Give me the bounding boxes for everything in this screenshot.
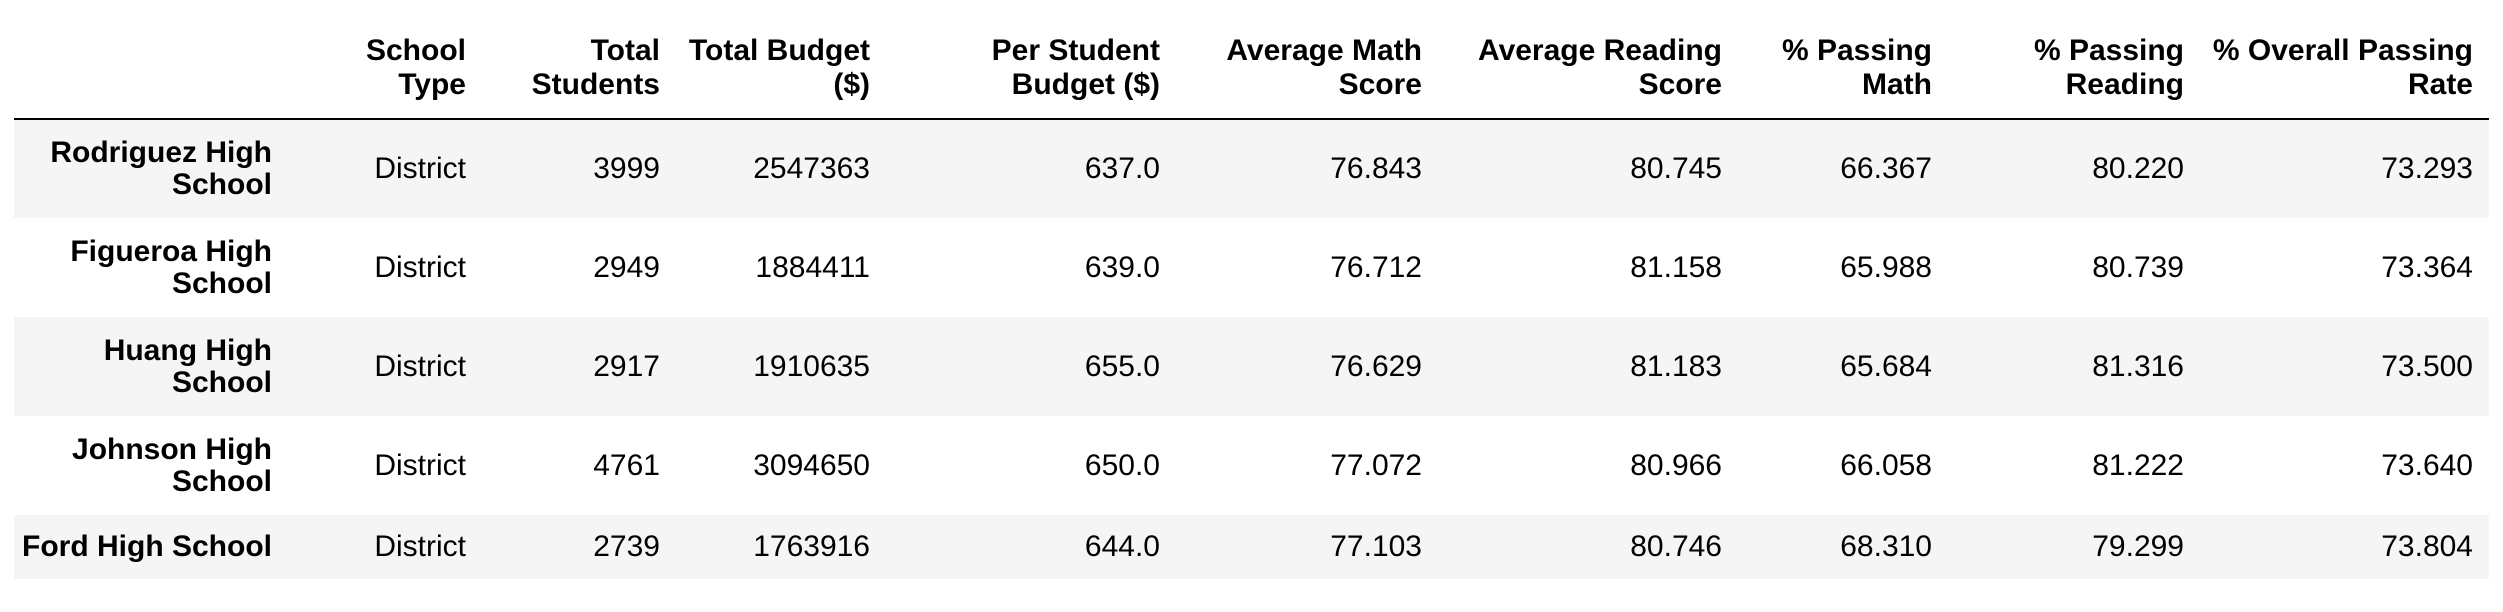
- cell-passing-math: 68.310: [1840, 530, 1932, 563]
- cell-total-students: 4761: [593, 448, 660, 482]
- table-body: Rodriguez High School District 3999 2547…: [14, 119, 2489, 579]
- cell-per-student-budget: 650.0: [1084, 448, 1160, 482]
- cell-passing-reading: 81.222: [2092, 448, 2184, 482]
- dataframe-table: School Type Total Students Total Budget …: [14, 20, 2489, 579]
- row-label-school: Johnson High School: [72, 432, 272, 498]
- cell-overall-passing-rate: 73.804: [2381, 530, 2473, 563]
- cell-total-students: 2739: [593, 530, 660, 563]
- cell-per-student-budget: 644.0: [1084, 530, 1160, 563]
- cell-average-reading-score: 81.158: [1630, 250, 1722, 284]
- cell-passing-math: 65.988: [1840, 250, 1932, 284]
- cell-per-student-budget: 639.0: [1084, 250, 1160, 284]
- cell-passing-reading: 80.739: [2092, 250, 2184, 284]
- cell-average-reading-score: 81.183: [1630, 349, 1722, 383]
- column-header-passing-reading: % Passing Reading: [1948, 20, 2200, 120]
- cell-school-type: District: [374, 250, 466, 284]
- row-label-school: Huang High School: [103, 333, 272, 399]
- cell-total-students: 2917: [593, 349, 660, 383]
- cell-school-type: District: [374, 530, 466, 563]
- cell-passing-reading: 81.316: [2092, 349, 2184, 383]
- cell-average-math-score: 77.103: [1330, 530, 1422, 563]
- cell-average-math-score: 76.843: [1330, 152, 1422, 185]
- header-row: School Type Total Students Total Budget …: [14, 20, 2489, 120]
- cell-school-type: District: [374, 152, 466, 185]
- column-header-overall-passing-rate: % Overall Passing Rate: [2200, 20, 2489, 120]
- cell-total-budget: 1884411: [755, 250, 870, 284]
- cell-average-math-score: 76.629: [1330, 349, 1422, 383]
- cell-overall-passing-rate: 73.364: [2381, 250, 2473, 284]
- cell-total-budget: 3094650: [753, 448, 870, 482]
- table-row: Figueroa High School District 2949 18844…: [14, 218, 2489, 317]
- cell-passing-math: 66.058: [1840, 448, 1932, 482]
- row-label-school: Rodriguez High School: [50, 136, 272, 201]
- cell-total-students: 3999: [593, 152, 660, 185]
- column-header-total-budget: Total Budget ($): [676, 20, 886, 120]
- cell-average-reading-score: 80.745: [1630, 152, 1722, 185]
- cell-average-reading-score: 80.746: [1630, 530, 1722, 563]
- row-label-school: Ford High School: [22, 530, 272, 563]
- cell-overall-passing-rate: 73.640: [2381, 448, 2473, 482]
- cell-per-student-budget: 637.0: [1084, 152, 1160, 185]
- cell-passing-math: 65.684: [1840, 349, 1932, 383]
- column-header-average-reading-score: Average Reading Score: [1438, 20, 1738, 120]
- cell-passing-reading: 80.220: [2092, 152, 2184, 185]
- column-header-passing-math: % Passing Math: [1738, 20, 1948, 120]
- row-label-school: Figueroa High School: [70, 234, 272, 300]
- cell-average-math-score: 76.712: [1330, 250, 1422, 284]
- cell-average-math-score: 77.072: [1330, 448, 1422, 482]
- cell-passing-reading: 79.299: [2092, 530, 2184, 563]
- table-row: Rodriguez High School District 3999 2547…: [14, 119, 2489, 218]
- cell-overall-passing-rate: 73.293: [2381, 152, 2473, 185]
- table-row: Johnson High School District 4761 309465…: [14, 416, 2489, 515]
- cell-per-student-budget: 655.0: [1084, 349, 1160, 383]
- dataframe-table-container: School Type Total Students Total Budget …: [14, 20, 2489, 579]
- index-header: [14, 20, 302, 120]
- cell-passing-math: 66.367: [1840, 152, 1932, 185]
- cell-total-students: 2949: [593, 250, 660, 284]
- cell-total-budget: 1763916: [753, 530, 870, 563]
- table-header: School Type Total Students Total Budget …: [14, 20, 2489, 120]
- cell-school-type: District: [374, 448, 466, 482]
- cell-overall-passing-rate: 73.500: [2381, 349, 2473, 383]
- cell-school-type: District: [374, 349, 466, 383]
- column-header-per-student-budget: Per Student Budget ($): [886, 20, 1176, 120]
- column-header-school-type: School Type: [302, 20, 482, 120]
- table-row: Ford High School District 2739 1763916 6…: [14, 515, 2489, 579]
- cell-average-reading-score: 80.966: [1630, 448, 1722, 482]
- table-row: Huang High School District 2917 1910635 …: [14, 317, 2489, 416]
- column-header-total-students: Total Students: [482, 20, 676, 120]
- cell-total-budget: 2547363: [753, 152, 870, 185]
- cell-total-budget: 1910635: [753, 349, 870, 383]
- column-header-average-math-score: Average Math Score: [1176, 20, 1438, 120]
